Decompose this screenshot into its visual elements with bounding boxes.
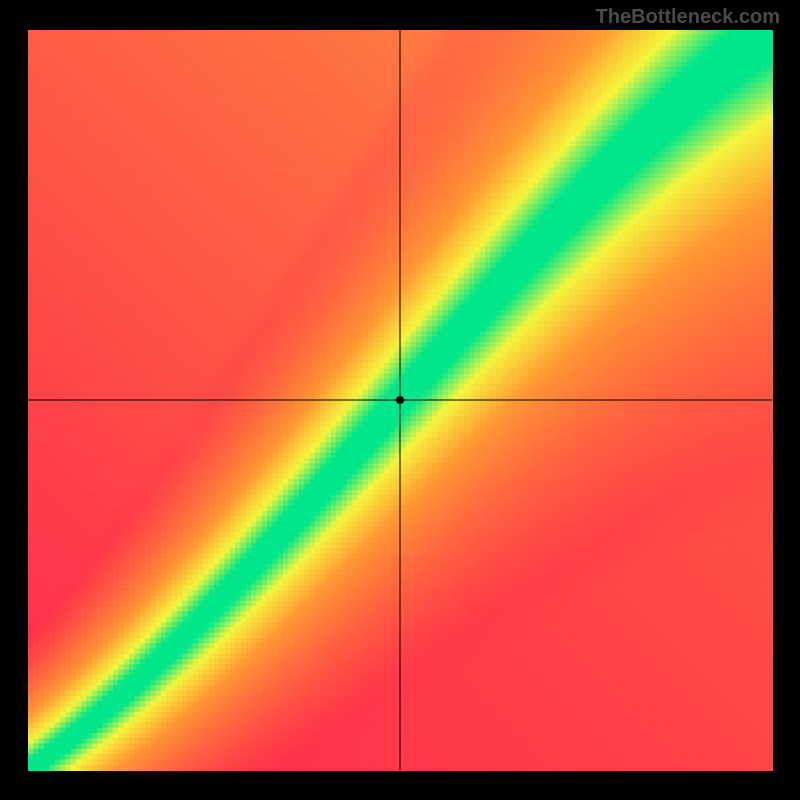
watermark-text: TheBottleneck.com [596,6,780,29]
bottleneck-heatmap [0,0,800,800]
chart-container: TheBottleneck.com [0,0,800,800]
watermark-label: TheBottleneck.com [596,6,780,28]
